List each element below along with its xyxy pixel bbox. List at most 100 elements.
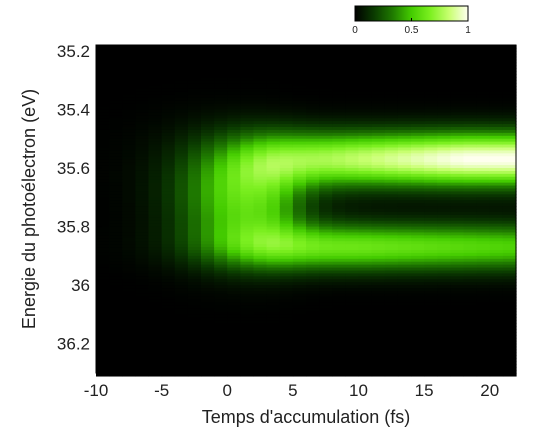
heatmap-cell [122, 346, 136, 351]
heatmap-cell [411, 361, 425, 365]
heatmap-cell [214, 115, 228, 119]
heatmap-cell [502, 211, 517, 216]
heatmap-cell [201, 56, 215, 61]
heatmap-cell [122, 361, 136, 365]
heatmap-cell [279, 153, 294, 157]
heatmap-cell [371, 118, 386, 122]
heatmap-cell [135, 305, 150, 310]
heatmap-cell [332, 352, 346, 357]
heatmap-cell [174, 276, 189, 280]
heatmap-cell [371, 217, 386, 222]
heatmap-cell [502, 235, 517, 239]
heatmap-cell [332, 74, 346, 78]
heatmap-cell [240, 91, 255, 96]
heatmap-cell [489, 91, 504, 96]
heatmap-cell [201, 340, 215, 345]
heatmap-cell [397, 168, 412, 172]
heatmap-cell [187, 127, 202, 131]
heatmap-cell [214, 194, 228, 198]
heatmap-cell [96, 129, 110, 134]
heatmap-cell [201, 62, 215, 67]
heatmap-cell [371, 349, 386, 354]
heatmap-cell [502, 302, 517, 307]
heatmap-cell [450, 182, 465, 187]
heatmap-cell [279, 332, 294, 336]
heatmap-cell [214, 188, 228, 193]
heatmap-cell [502, 159, 517, 163]
heatmap-cell [148, 320, 163, 324]
heatmap-cell [122, 282, 136, 286]
heatmap-cell [174, 147, 189, 152]
heatmap-cell [424, 211, 438, 216]
heatmap-cell [292, 229, 307, 234]
heatmap-cell [227, 135, 241, 140]
heatmap-cell [411, 165, 425, 169]
heatmap-cell [437, 226, 451, 231]
heatmap-cell [371, 261, 386, 266]
heatmap-cell [319, 308, 333, 313]
heatmap-cell [279, 147, 294, 152]
heatmap-cell [122, 121, 136, 125]
heatmap-cell [450, 165, 465, 169]
heatmap-cell [187, 194, 202, 198]
heatmap-cell [266, 285, 281, 289]
heatmap-cell [476, 45, 491, 49]
heatmap-cell [292, 129, 307, 134]
heatmap-cell [187, 311, 202, 316]
heatmap-cell [96, 305, 110, 310]
heatmap-cell [279, 71, 294, 75]
heatmap-cell [122, 305, 136, 310]
heatmap-cell [109, 334, 123, 339]
heatmap-cell [384, 370, 399, 374]
heatmap-cell [384, 182, 399, 187]
heatmap-cell [332, 337, 346, 342]
heatmap-cell [306, 170, 320, 175]
heatmap-cell [332, 71, 346, 75]
heatmap-cell [240, 334, 255, 339]
heatmap-cell [161, 170, 176, 175]
heatmap-cell [253, 340, 268, 345]
heatmap-cell [174, 156, 189, 160]
heatmap-cell [411, 127, 425, 131]
heatmap-cell [122, 106, 136, 111]
heatmap-cell [266, 103, 281, 108]
heatmap-cell [292, 68, 307, 72]
heatmap-cell [345, 147, 360, 152]
heatmap-cell [279, 68, 294, 72]
heatmap-cell [148, 317, 163, 321]
heatmap-cell [253, 45, 268, 49]
heatmap-cell [174, 197, 189, 201]
heatmap-cell [96, 358, 110, 362]
heatmap-cell [319, 340, 333, 345]
heatmap-cell [424, 241, 438, 245]
heatmap-cell [332, 97, 346, 102]
heatmap-cell [319, 329, 333, 333]
heatmap-cell [227, 293, 241, 298]
heatmap-cell [174, 229, 189, 234]
heatmap-cell [201, 197, 215, 201]
heatmap-cell [437, 53, 451, 58]
heatmap-cell [306, 194, 320, 198]
heatmap-cell [135, 62, 150, 67]
heatmap-cell [292, 244, 307, 248]
heatmap-cell [96, 211, 110, 216]
heatmap-cell [476, 252, 491, 257]
heatmap-cell [240, 65, 255, 70]
heatmap-cell [174, 282, 189, 286]
heatmap-cell [214, 86, 228, 90]
heatmap-cell [463, 118, 478, 122]
heatmap-cell [96, 241, 110, 245]
heatmap-cell [174, 56, 189, 61]
heatmap-cell [148, 261, 163, 266]
heatmap-cell [502, 182, 517, 187]
heatmap-cell [319, 273, 333, 277]
heatmap-cell [502, 197, 517, 201]
heatmap-cell [502, 332, 517, 336]
heatmap-cell [306, 135, 320, 140]
heatmap-cell [424, 314, 438, 318]
heatmap-cell [292, 329, 307, 333]
heatmap-cell [135, 232, 150, 236]
heatmap-cell [135, 247, 150, 251]
heatmap-cell [345, 308, 360, 313]
heatmap-cell [345, 65, 360, 70]
